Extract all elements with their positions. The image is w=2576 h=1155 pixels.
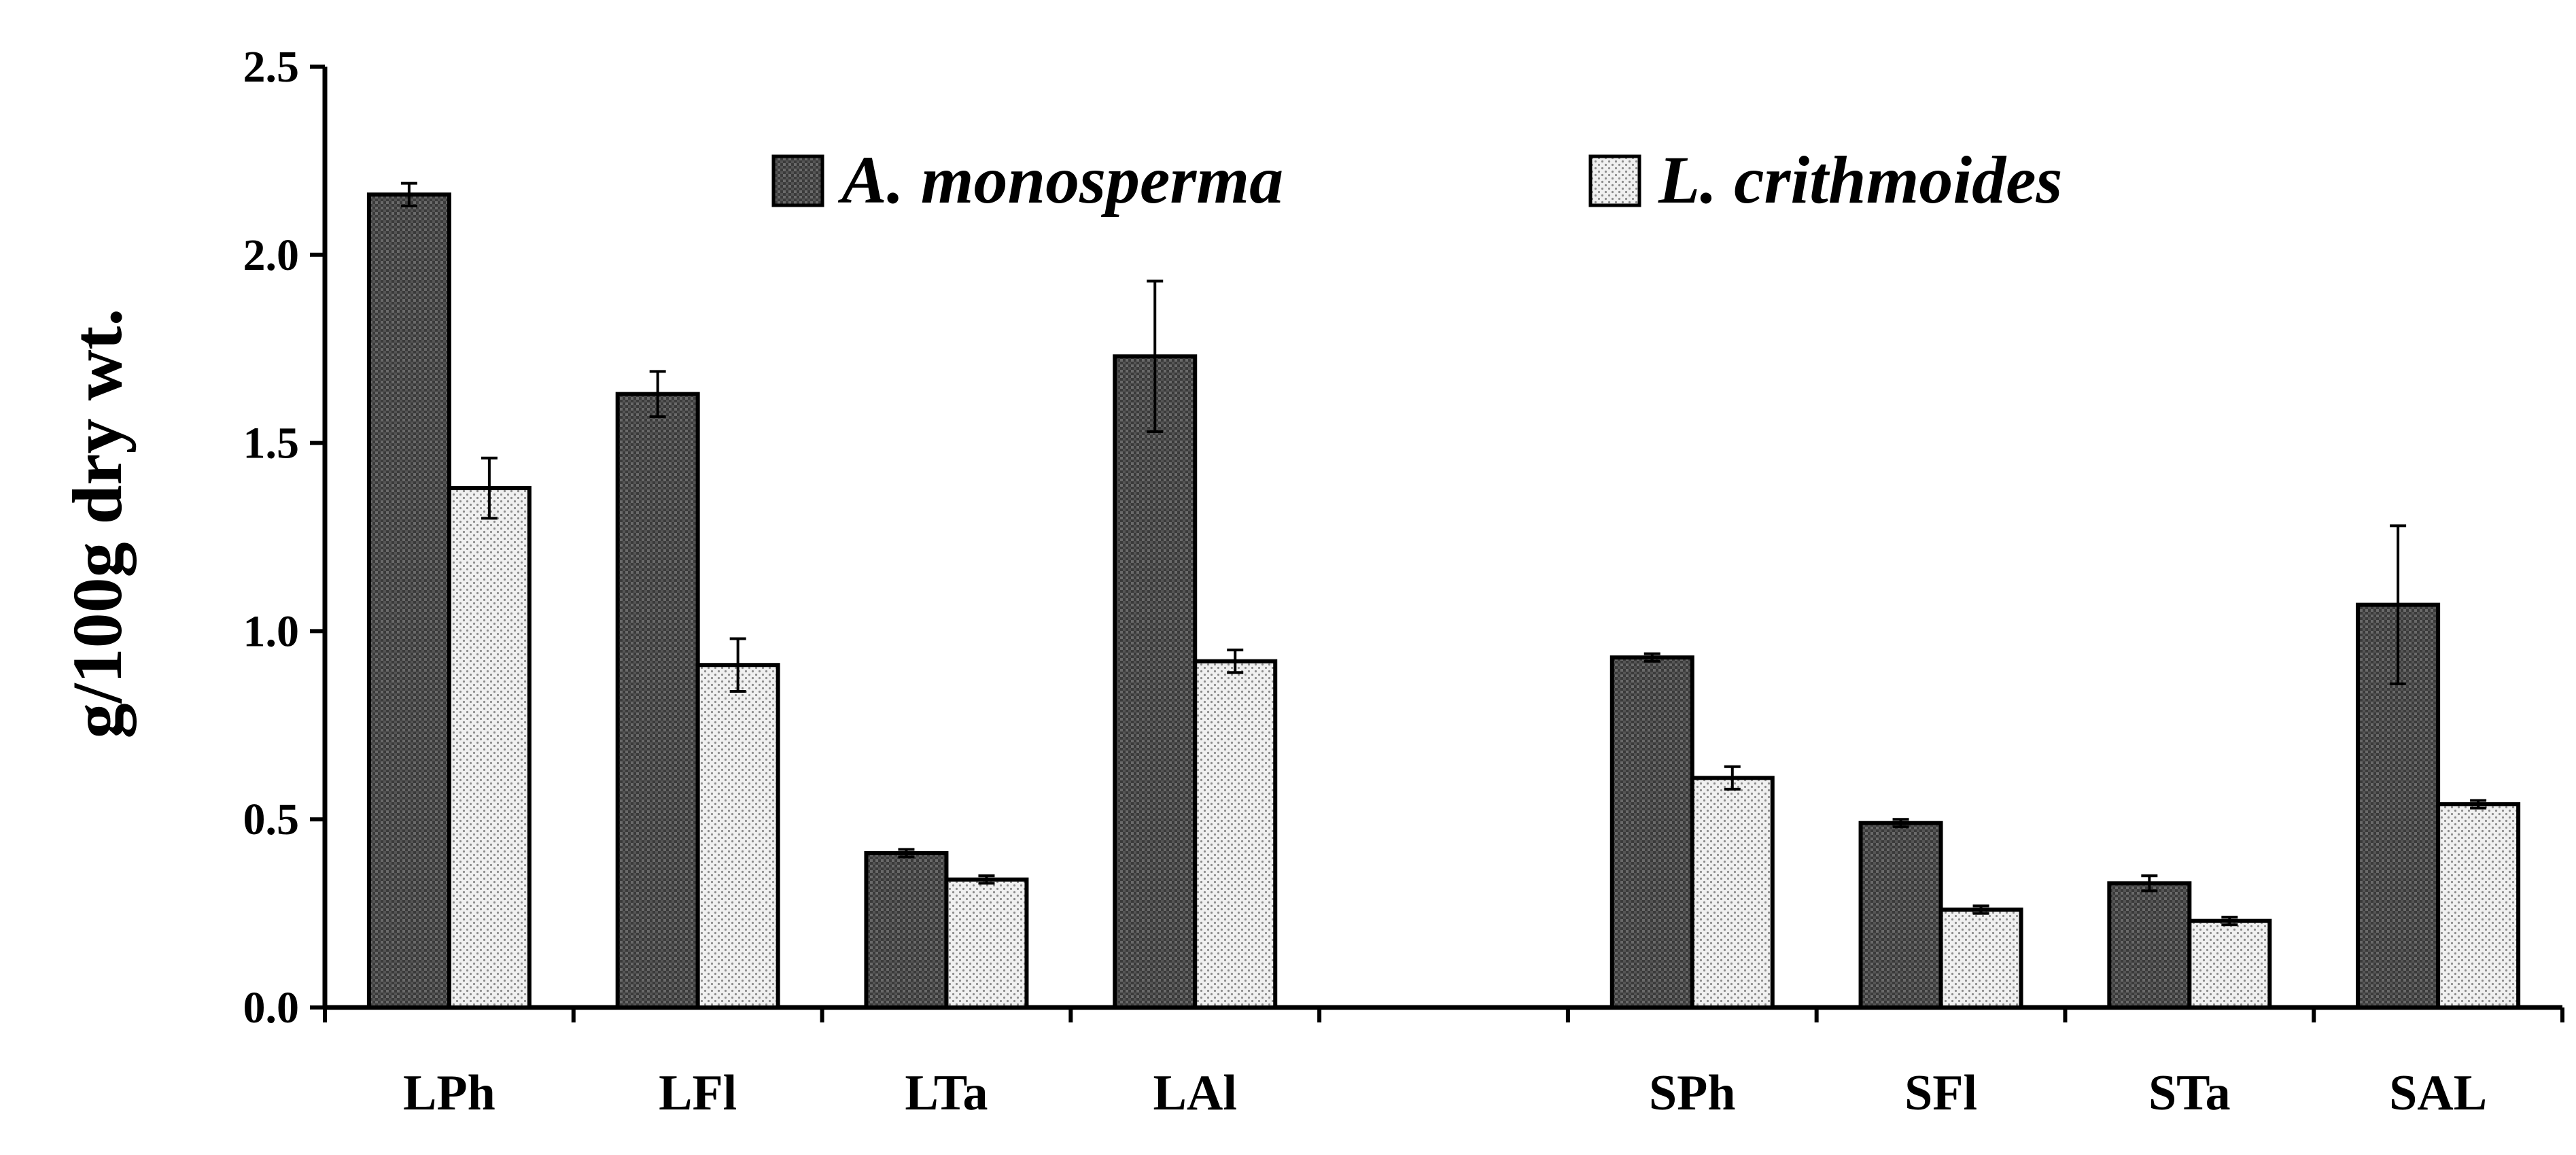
bar-a-monosperma-sph [1609,655,1694,1010]
x-tick-label: LAl [1153,1065,1237,1121]
y-tick-label: 0.5 [243,795,300,844]
bar-l-crithmoides-sta [2187,918,2272,1010]
x-tick-label: LPh [403,1065,495,1121]
bar-l-crithmoides-lph [447,486,532,1010]
y-axis-title: g/100g dry wt. [58,309,137,739]
error-bars [400,182,2487,927]
x-tick-label: SFl [1904,1065,1977,1121]
legend-swatch-a-monosperma [771,154,824,207]
x-tick-label: LFl [659,1065,737,1121]
bar-l-crithmoides-lta [944,877,1029,1010]
x-labels: LPh LFl LTa LAl SPh SFl STa SAL [403,1065,2487,1121]
bar-a-monosperma-lal [1113,354,1198,1010]
y-tick-label: 2.5 [243,42,300,92]
bar-a-monosperma-sfl [1858,821,1943,1010]
x-tick-label: SAL [2389,1065,2487,1121]
bar-l-crithmoides-sal [2436,802,2521,1010]
bar-l-crithmoides-sph [1690,776,1775,1010]
bar-a-monosperma-lta [864,851,949,1010]
bar-l-crithmoides-lal [1193,659,1278,1010]
bar-l-crithmoides-sfl [1938,908,2023,1010]
x-tick-label: STa [2148,1065,2231,1121]
bars [366,192,2521,1010]
legend-swatch-l-crithmoides [1588,154,1641,207]
y-ticks: 0.0 0.5 1.0 1.5 2.0 2.5 [243,42,325,1033]
bar-l-crithmoides-lfl [695,663,780,1010]
legend-label-a-monosperma: A. monosperma [837,142,1283,218]
legend-label-l-crithmoides: L. crithmoides [1658,142,2062,218]
y-tick-label: 2.0 [243,230,300,280]
bar-a-monosperma-lph [366,192,451,1010]
bar-a-monosperma-sta [2107,881,2192,1010]
x-ticks [323,1007,2564,1022]
bar-a-monosperma-lfl [615,392,700,1010]
y-tick-label: 1.0 [243,606,300,656]
legend: A. monosperma L. crithmoides [771,142,2062,218]
y-tick-label: 0.0 [243,983,300,1033]
x-tick-label: LTa [905,1065,988,1121]
y-tick-label: 1.5 [243,419,300,468]
x-tick-label: SPh [1649,1065,1736,1121]
